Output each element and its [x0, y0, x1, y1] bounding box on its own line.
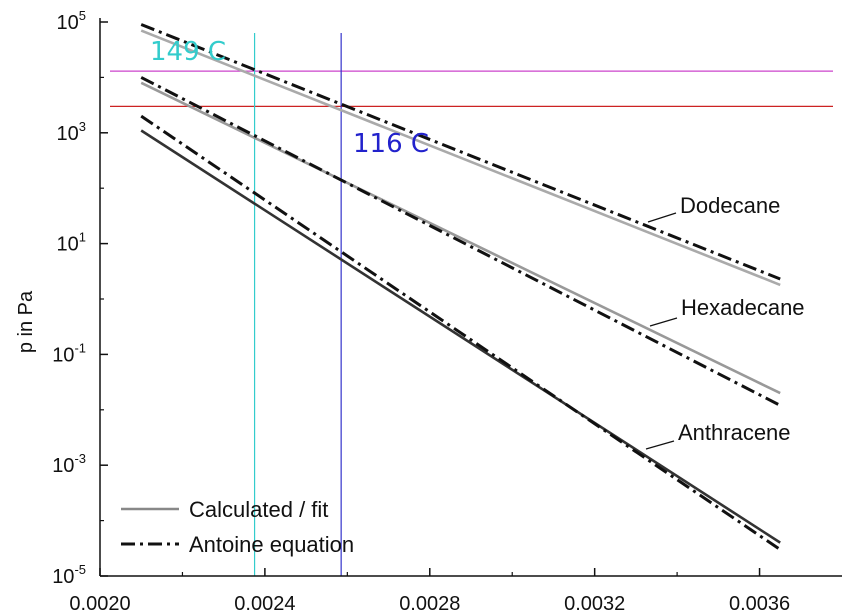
- series-anthracene-antoine-line: [140, 114, 782, 551]
- axes: 0.0020 0.0024 0.0028 0.0032 0.0036 105 103 101 1…: [52, 8, 842, 615]
- series-label-hexadecane: Hexadecane: [681, 295, 805, 320]
- series-label-anthracene: Anthracene: [678, 420, 791, 445]
- x-tick-label: 0.0024: [234, 593, 295, 615]
- plot-marks: [110, 23, 833, 576]
- label-leader-anthracene: [645, 440, 675, 450]
- series-hexadecane-calculated-line: [140, 81, 781, 395]
- x-tick-label: 0.0020: [69, 593, 130, 615]
- annotation-temperature: 116 C: [353, 129, 429, 159]
- series-hexadecane-antoine-line: [140, 76, 781, 407]
- series-label-dodecane: Dodecane: [680, 193, 780, 218]
- annotations: 149 C 116 C: [150, 37, 429, 159]
- y-tick-label: 10-3: [52, 451, 86, 477]
- y-tick-label: 10-5: [52, 562, 86, 588]
- x-tick-label: 0.0036: [729, 593, 790, 615]
- x-tick-label: 0.0032: [564, 593, 625, 615]
- series-labels: Dodecane Hexadecane Anthracene: [645, 193, 805, 450]
- y-tick-label: 103: [57, 119, 86, 145]
- label-leader-dodecane: [647, 212, 677, 223]
- y-tick-label: 10-1: [52, 340, 86, 366]
- y-axis-title: p in Pa: [15, 290, 37, 353]
- series-dodecane-calculated-line: [140, 29, 781, 287]
- annotation-temperature: 149 C: [150, 37, 226, 67]
- series-dodecane-antoine-line: [140, 23, 781, 281]
- y-tick-label: 101: [57, 230, 86, 256]
- y-tick-label: 105: [57, 8, 86, 34]
- legend-label: Calculated / fit: [189, 497, 328, 522]
- legend-label: Antoine equation: [189, 532, 354, 557]
- x-tick-label: 0.0028: [399, 593, 460, 615]
- label-leader-hexadecane: [649, 317, 678, 327]
- legend: Calculated / fit Antoine equation: [121, 497, 354, 557]
- series-anthracene-calculated-line: [140, 129, 781, 544]
